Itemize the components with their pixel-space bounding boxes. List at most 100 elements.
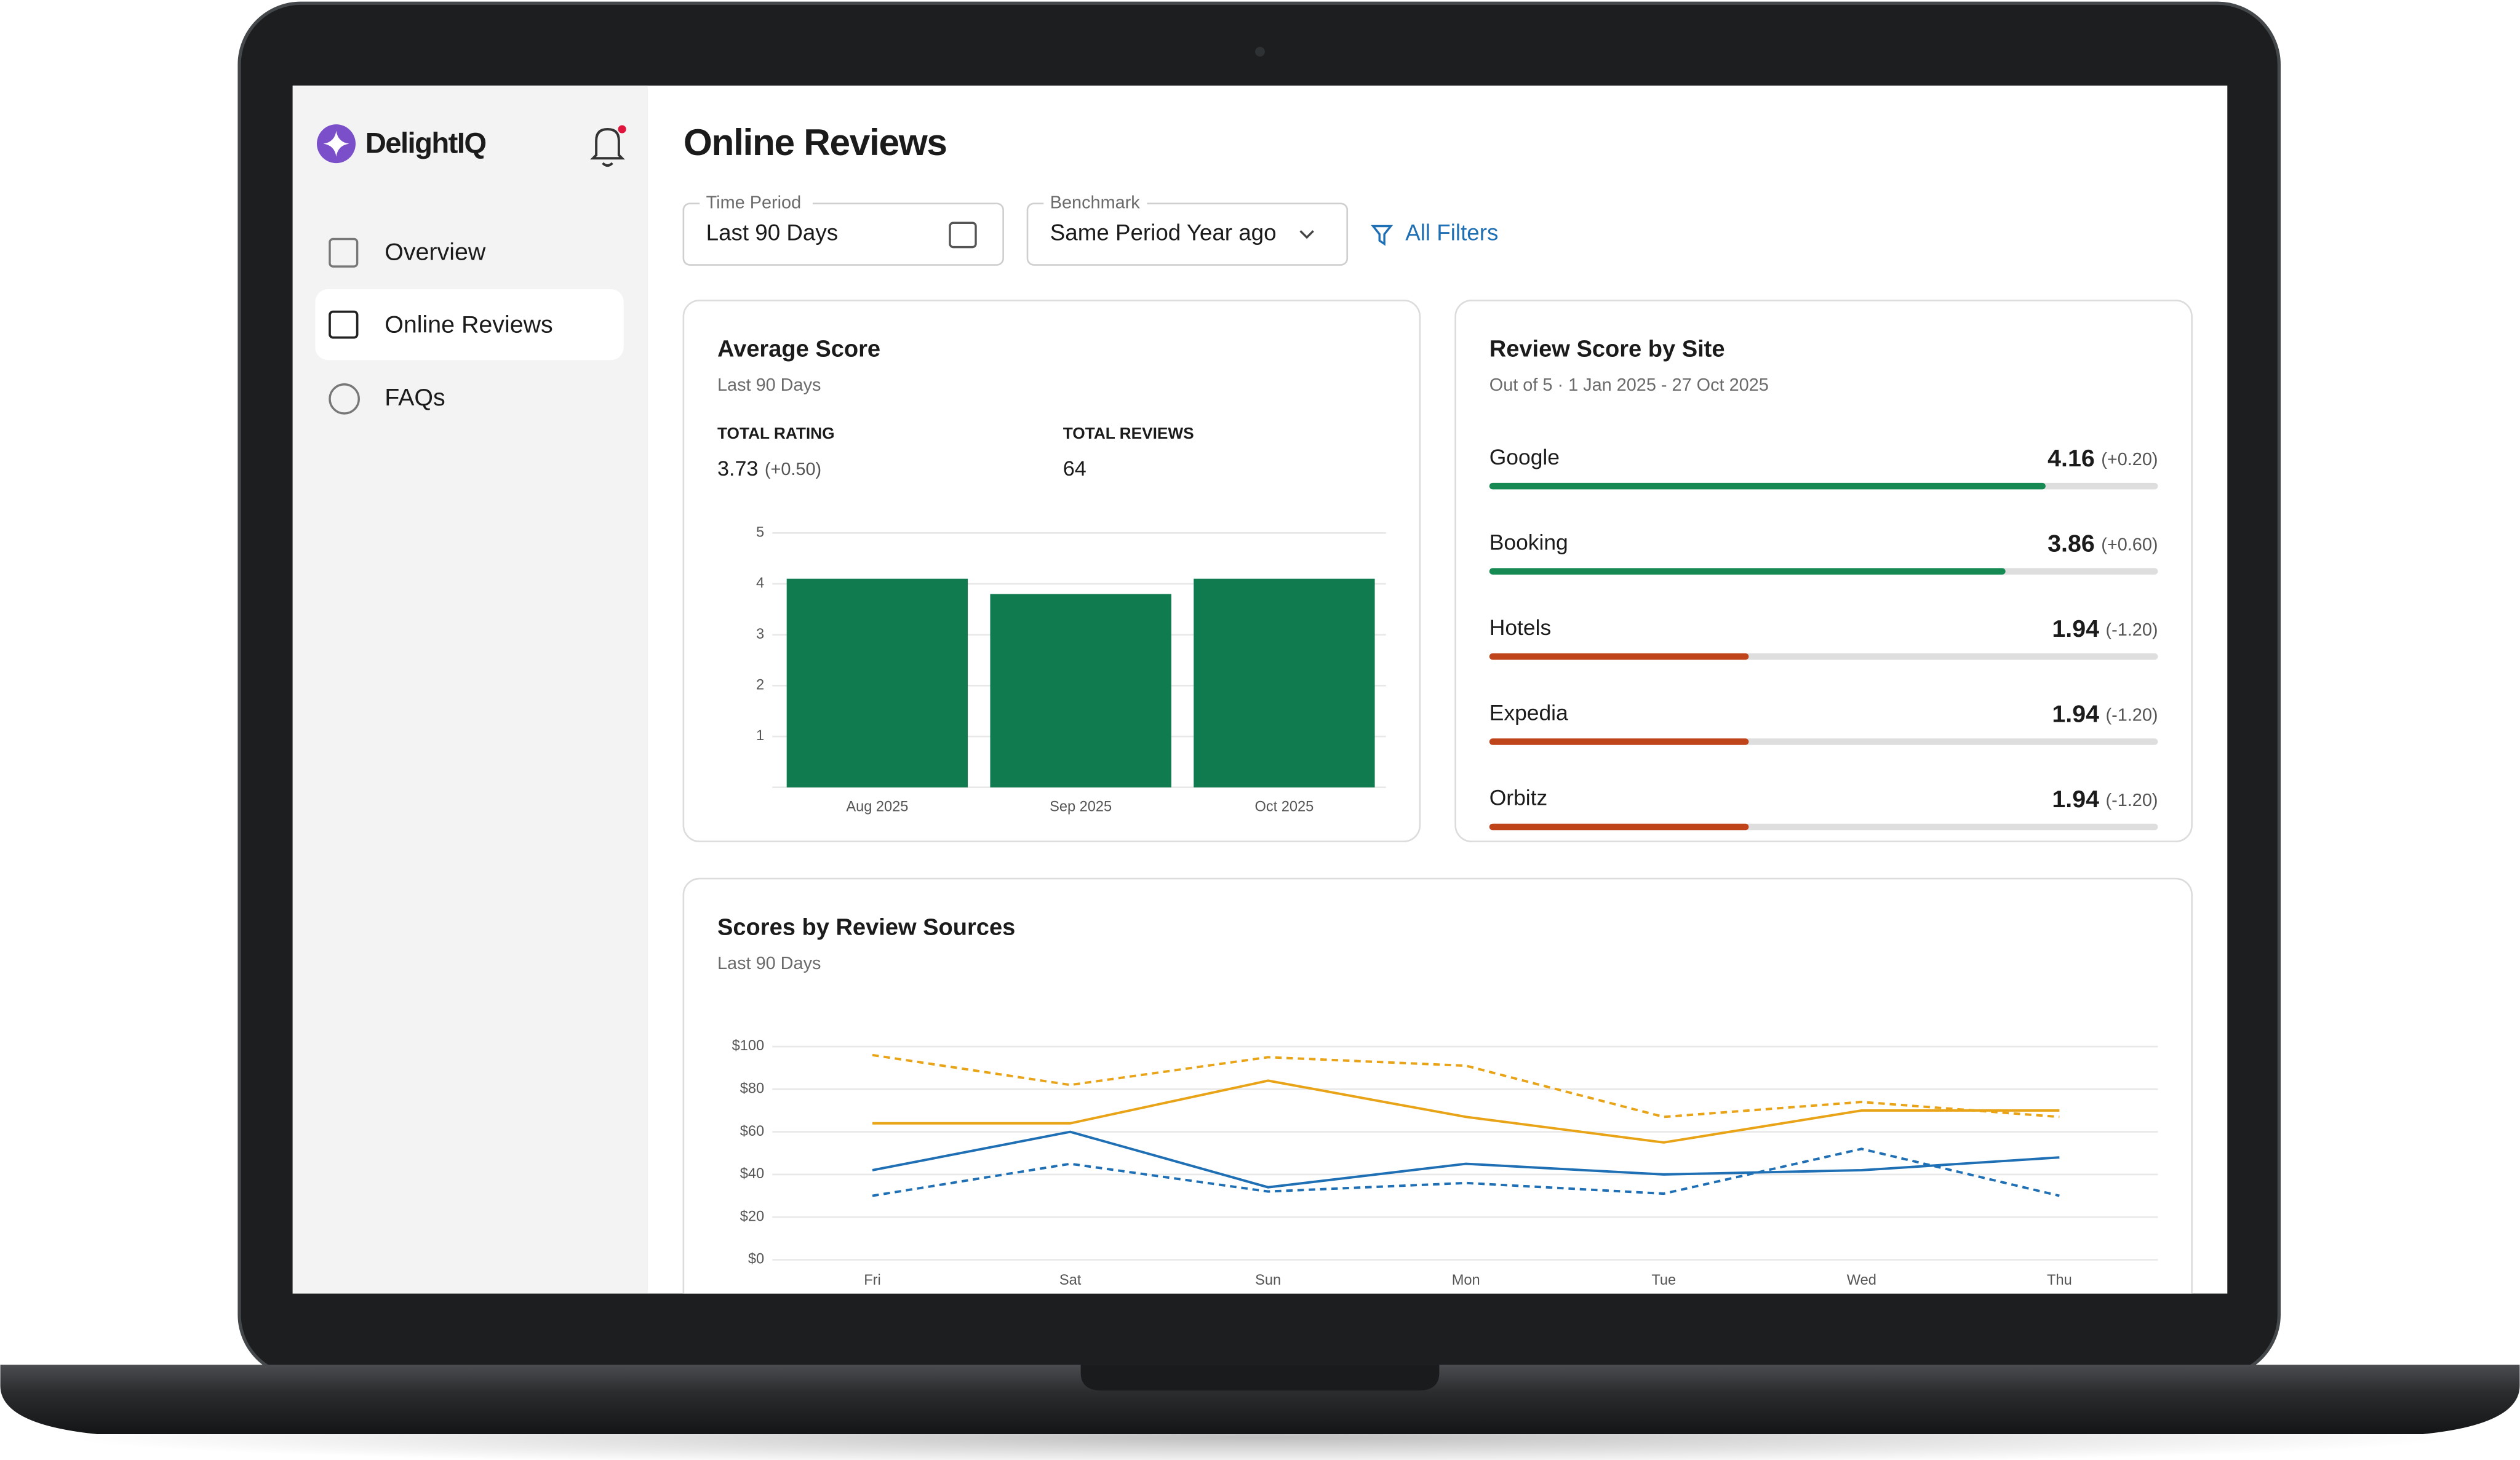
series-line xyxy=(872,1053,2060,1119)
notification-dot xyxy=(618,125,626,134)
score-change: (-1.20) xyxy=(2106,791,2158,810)
score-value: 3.86 xyxy=(2048,530,2095,557)
benchmark-filter[interactable]: Benchmark Same Period Year ago xyxy=(1026,193,1349,266)
x-tick-label: Aug 2025 xyxy=(846,799,908,815)
series-line xyxy=(872,1130,2060,1189)
y-tick-label: 3 xyxy=(756,626,764,642)
site-score: 1.94 (-1.20) xyxy=(2052,615,2158,642)
filter-icon xyxy=(1371,225,1394,246)
y-tick-label: $80 xyxy=(740,1081,764,1097)
y-tick-label: $40 xyxy=(740,1166,764,1182)
label-bg xyxy=(700,194,813,213)
score-bar xyxy=(1489,738,1749,745)
camera xyxy=(1255,47,1265,57)
x-tick-label: Wed xyxy=(1847,1272,1876,1288)
x-tick-label: Mon xyxy=(1452,1272,1480,1288)
site-name: Expedia xyxy=(1489,700,1568,725)
page-title: Online Reviews xyxy=(684,121,947,163)
site-score: 4.16 (+0.20) xyxy=(2048,445,2158,473)
card-title: Average Score xyxy=(717,337,880,362)
filter-box xyxy=(1026,202,1349,266)
nav-item[interactable]: Overview xyxy=(329,237,486,268)
site-name: Google xyxy=(1489,445,1560,469)
site-name: Hotels xyxy=(1489,615,1551,640)
sidebar xyxy=(292,86,648,1294)
nav-icon xyxy=(329,237,359,268)
x-tick-label: Tue xyxy=(1651,1272,1676,1288)
score-bar xyxy=(1489,823,1749,831)
site-score: 1.94 (-1.20) xyxy=(2052,701,2158,728)
score-value: 1.94 xyxy=(2052,615,2099,642)
card-subtitle: Last 90 Days xyxy=(717,375,821,395)
y-tick-label: $20 xyxy=(740,1208,764,1224)
bar xyxy=(1194,578,1375,788)
y-tick-label: 1 xyxy=(756,728,764,744)
filter-box xyxy=(682,202,1004,266)
series-line xyxy=(872,1079,2060,1144)
score-change: (-1.20) xyxy=(2106,705,2158,725)
score-value: 4.16 xyxy=(2048,445,2095,473)
score-change: (+0.20) xyxy=(2101,450,2158,469)
all-filters-label: All Filters xyxy=(1405,220,1498,245)
x-tick-label: Oct 2025 xyxy=(1254,799,1314,815)
time-period-filter[interactable]: Time Period Last 90 Days xyxy=(682,193,1004,266)
logo-star xyxy=(323,130,349,157)
notification-bell[interactable] xyxy=(590,125,626,167)
nav-highlight xyxy=(315,289,624,361)
bar xyxy=(990,594,1171,788)
nav-icon xyxy=(329,383,360,415)
total-reviews: 64 xyxy=(1063,457,1087,481)
bell-icon xyxy=(590,128,625,160)
logo[interactable]: DelightIQ xyxy=(317,124,487,164)
chevron xyxy=(1299,230,1314,239)
y-tick-label: 4 xyxy=(756,575,764,591)
score-change: (-1.20) xyxy=(2106,620,2158,640)
stat-value: 3.73 (+0.50) xyxy=(717,457,821,481)
nav-icon xyxy=(329,310,359,339)
nav-item[interactable]: FAQs xyxy=(329,383,445,415)
app-name: DelightIQ xyxy=(365,127,486,160)
filter-label: Time Period xyxy=(706,193,802,212)
nav-label: Overview xyxy=(385,239,486,266)
filter-label: Benchmark xyxy=(1050,193,1141,212)
screen: DelightIQ Overview Online Reviews FAQs O… xyxy=(292,86,2228,1294)
stat-label: TOTAL REVIEWS xyxy=(1063,424,1194,442)
y-tick-label: 5 xyxy=(756,524,764,540)
notch xyxy=(1080,1365,1440,1391)
x-tick-label: Sat xyxy=(1059,1272,1082,1288)
total-rating-change: (+0.50) xyxy=(765,460,821,479)
sources-card xyxy=(682,877,2193,1294)
card-title: Review Score by Site xyxy=(1489,337,1725,362)
card-subtitle: Out of 5 · 1 Jan 2025 - 27 Oct 2025 xyxy=(1489,375,1769,395)
score-value: 1.94 xyxy=(2052,701,2099,728)
site-score: 3.86 (+0.60) xyxy=(2048,530,2158,557)
total-rating: 3.73 xyxy=(717,457,758,481)
nav-label: Online Reviews xyxy=(385,311,552,338)
y-tick-label: $100 xyxy=(732,1038,765,1054)
nav-label: FAQs xyxy=(385,384,445,411)
x-tick-label: Thu xyxy=(2047,1272,2072,1288)
y-tick-label: $0 xyxy=(748,1251,764,1267)
bar xyxy=(786,578,968,788)
site-score: 1.94 (-1.20) xyxy=(2052,786,2158,813)
y-tick-label: 2 xyxy=(756,677,764,693)
x-tick-label: Sun xyxy=(1255,1272,1281,1288)
stat-label: TOTAL RATING xyxy=(717,424,835,442)
series-line xyxy=(872,1147,2060,1197)
card-subtitle: Last 90 Days xyxy=(717,954,821,973)
y-tick-label: $60 xyxy=(740,1123,764,1139)
score-bar xyxy=(1489,653,1749,660)
score-bar xyxy=(1489,482,2046,490)
filter-value: Same Period Year ago xyxy=(1050,220,1277,245)
site-name: Orbitz xyxy=(1489,786,1547,810)
bell-clapper xyxy=(602,162,613,167)
all-filters[interactable]: All Filters xyxy=(1371,220,1499,246)
filter-value: Last 90 Days xyxy=(706,220,839,245)
card-title: Scores by Review Sources xyxy=(717,914,1015,940)
calendar-icon xyxy=(949,221,977,249)
site-name: Booking xyxy=(1489,530,1568,554)
score-bar xyxy=(1489,568,2006,575)
label-bg xyxy=(1043,194,1147,213)
nav-item-active[interactable]: Online Reviews xyxy=(315,289,624,361)
